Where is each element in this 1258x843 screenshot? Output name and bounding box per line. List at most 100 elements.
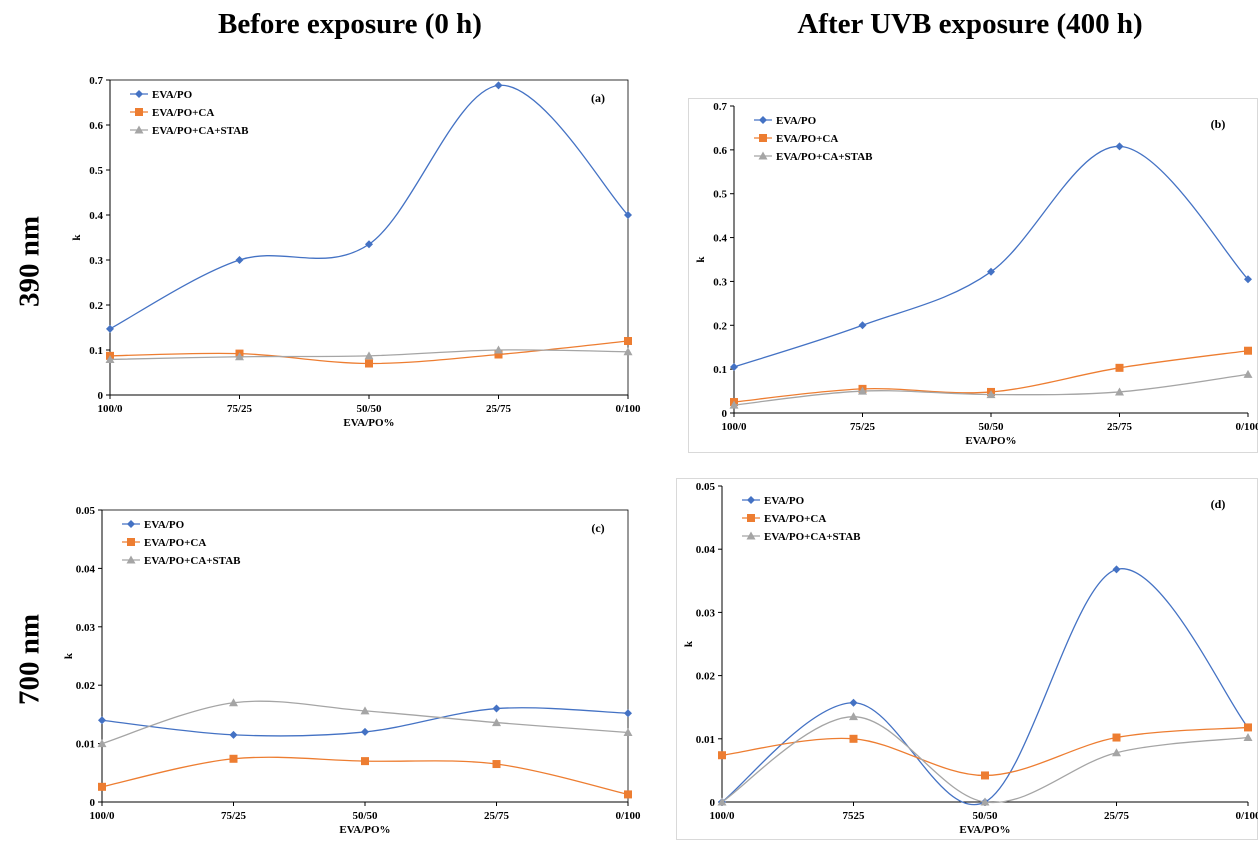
- legend-entry: EVA/PO+CA+STAB: [144, 555, 241, 567]
- x-axis-title: EVA/PO%: [339, 824, 390, 836]
- row-title-390nm: 390 nm: [13, 215, 46, 308]
- data-point: [730, 362, 738, 371]
- data-point: [849, 698, 858, 707]
- x-tick-label: 75/25: [227, 403, 253, 415]
- y-tick-label: 0.2: [89, 300, 103, 312]
- data-point: [235, 256, 244, 264]
- legend-entry: EVA/PO+CA: [764, 513, 826, 525]
- x-tick-label: 100/0: [721, 421, 747, 433]
- data-point: [1112, 748, 1121, 757]
- data-point: [849, 712, 858, 721]
- y-axis-title: k: [683, 640, 695, 647]
- series-line: [721, 568, 1249, 806]
- data-point: [1112, 733, 1121, 742]
- data-point: [981, 771, 989, 780]
- x-tick-label: 50/50: [978, 421, 1004, 433]
- data-point: [986, 390, 996, 399]
- data-point: [494, 350, 503, 359]
- data-point: [229, 698, 238, 707]
- y-tick-label: 0.5: [713, 189, 727, 201]
- x-tick-label: 75/25: [221, 810, 247, 822]
- column-title-before: Before exposure (0 h): [218, 8, 482, 40]
- y-tick-label: 0.2: [713, 320, 727, 332]
- legend-marker: [759, 116, 767, 124]
- data-point: [365, 240, 373, 249]
- data-point: [623, 347, 633, 356]
- data-point: [229, 730, 238, 739]
- data-point: [858, 386, 867, 395]
- data-point: [624, 790, 632, 799]
- chart-panel-a: 0 0.1 0.2 0.3 0.4 0.5 0.6 0.7 100/0 75/25 50/50 25/…: [71, 75, 641, 429]
- y-tick-label: 0.4: [713, 233, 727, 245]
- x-tick-label: 25/75: [1107, 421, 1133, 433]
- chart-panel-b: 0 0.1 0.2 0.3 0.4 0.5 0.6 0.7 100/0 75/25 50/50 25/…: [688, 98, 1258, 453]
- panel-label: (a): [591, 91, 605, 105]
- data-point: [1112, 565, 1121, 574]
- y-axis-title: k: [63, 652, 75, 659]
- y-tick-label: 0.6: [713, 145, 727, 157]
- legend-entry: EVA/PO+CA+STAB: [152, 125, 249, 137]
- x-axis-title: EVA/PO%: [959, 824, 1010, 836]
- x-tick-label: 75/25: [850, 421, 876, 433]
- data-point: [1115, 387, 1124, 396]
- data-point: [624, 211, 632, 219]
- data-point: [1243, 369, 1253, 378]
- x-tick-label: 100/0: [97, 403, 123, 415]
- series-eva-po: [106, 81, 632, 333]
- x-axis-title: EVA/PO%: [343, 417, 394, 429]
- y-tick-label: 0.02: [696, 671, 716, 683]
- x-tick-label: 0/100: [1235, 421, 1258, 433]
- data-point: [361, 727, 369, 736]
- data-point: [849, 734, 858, 743]
- column-title-after: After UVB exposure (400 h): [797, 8, 1143, 40]
- data-point: [492, 704, 501, 713]
- data-point: [1244, 275, 1252, 284]
- y-tick-label: 0: [722, 408, 728, 420]
- y-tick-label: 0.01: [76, 739, 95, 751]
- legend-entry: EVA/PO+CA: [776, 133, 838, 145]
- x-tick-label: 25/75: [1104, 810, 1130, 822]
- y-tick-label: 0.6: [89, 120, 103, 132]
- data-point: [858, 321, 867, 330]
- series-line: [733, 145, 1249, 368]
- legend-marker: [127, 520, 135, 528]
- x-tick-label: 7525: [843, 810, 866, 822]
- y-tick-label: 0.03: [696, 607, 716, 619]
- y-tick-label: 0.3: [89, 255, 103, 267]
- y-tick-label: 0: [90, 797, 96, 809]
- data-point: [98, 716, 106, 725]
- x-tick-label: 50/50: [352, 810, 378, 822]
- legend-marker: [127, 538, 135, 546]
- x-tick-label: 0/100: [1235, 810, 1258, 822]
- series-line: [109, 84, 629, 330]
- legend-marker: [746, 531, 756, 540]
- y-tick-label: 0: [710, 797, 716, 809]
- x-tick-label: 0/100: [615, 810, 641, 822]
- series-eva-po-ca-stab: [717, 712, 1253, 806]
- x-tick-label: 100/0: [89, 810, 115, 822]
- legend-entry: EVA/PO: [776, 115, 817, 127]
- row-title-700nm: 700 nm: [13, 613, 46, 706]
- data-point: [364, 351, 374, 360]
- y-tick-label: 0.3: [713, 276, 727, 288]
- data-point: [718, 751, 726, 760]
- series-eva-po-ca-stab: [97, 698, 633, 748]
- series-eva-po-ca: [718, 723, 1252, 780]
- y-tick-label: 0.7: [89, 75, 103, 87]
- data-point: [229, 754, 238, 763]
- data-point: [624, 337, 632, 345]
- legend-entry: EVA/PO+CA+STAB: [764, 531, 861, 543]
- y-tick-label: 0.4: [89, 210, 103, 222]
- data-point: [97, 739, 107, 748]
- legend-entry: EVA/PO: [152, 89, 193, 101]
- y-tick-label: 0.5: [89, 165, 103, 177]
- panel-label: (c): [591, 521, 604, 535]
- x-tick-label: 50/50: [356, 403, 382, 415]
- y-tick-label: 0.05: [696, 481, 716, 493]
- series-line: [721, 716, 1249, 804]
- y-tick-label: 0: [98, 390, 104, 402]
- data-point: [365, 359, 373, 368]
- x-tick-label: 25/75: [484, 810, 510, 822]
- y-tick-label: 0.03: [76, 622, 96, 634]
- data-point: [98, 782, 106, 791]
